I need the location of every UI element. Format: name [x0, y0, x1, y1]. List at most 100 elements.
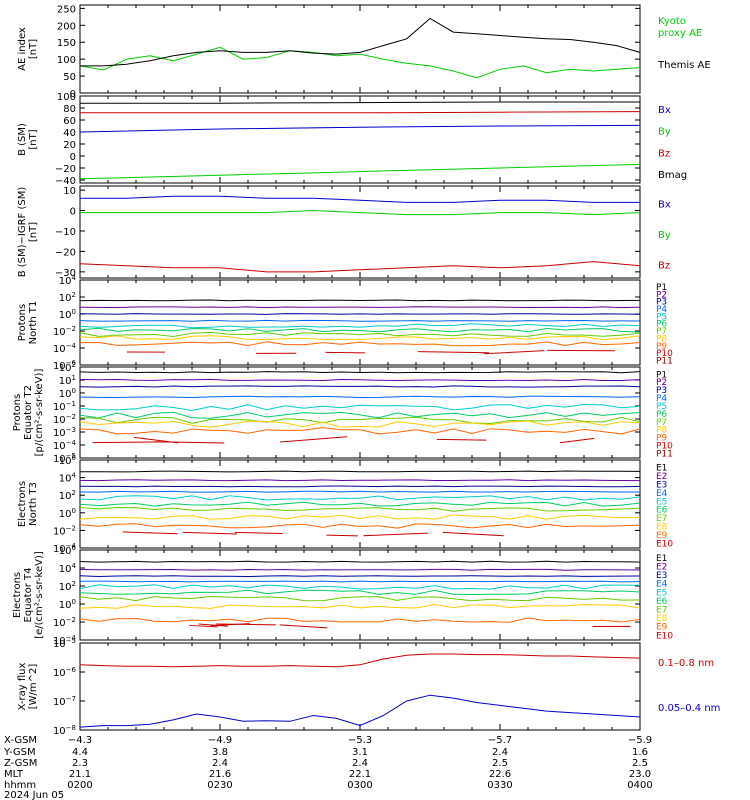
legend-pn1-P1: P1	[656, 283, 667, 293]
ylabel-pn1: North T1	[28, 301, 39, 345]
channel-line-en3-E10	[182, 531, 237, 535]
ylabel-pe2: [p/(cm²-s-sr-keV)]	[34, 369, 45, 457]
axis-tick-label: 4.4	[72, 747, 88, 758]
legend-pe2-P4: P4	[656, 394, 667, 404]
channel-line-pe2-P10	[436, 438, 487, 441]
legend-ee4-E2: E2	[656, 562, 667, 572]
ytick-label-pe2: 101	[59, 374, 76, 387]
channel-line-en3-E2	[79, 479, 641, 482]
axis-tick-label: −5.9	[628, 735, 652, 746]
legend-pe2-P6: P6	[656, 410, 667, 420]
legend-ee4-E6: E6	[656, 597, 668, 607]
legend-pe2-P8: P8	[656, 426, 667, 436]
channel-line-pe2-P10	[280, 436, 348, 443]
legend-pe2-P3: P3	[656, 386, 667, 396]
channel-line-ee4-E6	[79, 589, 641, 596]
ylabel-xray: X-ray flux	[17, 662, 28, 710]
ytick-label-bsm: −40	[55, 176, 76, 187]
legend-en3-E8: E8	[656, 523, 668, 533]
channel-line-pe2-P2	[79, 378, 641, 382]
ytick-label-bigrf: 0	[70, 207, 76, 218]
channel-line-pn1-P5	[79, 323, 641, 329]
legend-pn1-P4: P4	[656, 305, 667, 315]
legend-en3-E5: E5	[656, 497, 667, 507]
axis-tick-label: 3.1	[352, 747, 368, 758]
legend-ee4-E10: E10	[656, 631, 673, 641]
legend-ae-0: Kyoto	[658, 16, 686, 27]
legend-en3-E10: E10	[656, 539, 673, 549]
ytick-label-bsm: 60	[63, 116, 76, 127]
ytick-label-ee4: 10−2	[53, 616, 76, 629]
channel-line-pn1-P6	[79, 327, 641, 333]
ytick-label-bsm: 100	[57, 92, 76, 103]
channel-line-en3-E3	[79, 485, 641, 488]
axis-tick-label: −5.3	[348, 735, 372, 746]
legend-en3-E9: E9	[656, 531, 668, 541]
channel-line-en3-E10	[234, 531, 283, 534]
ytick-label-bsm: 40	[63, 128, 76, 139]
axis-tick-label: −4.3	[68, 735, 92, 746]
ytick-label-ee4: 106	[59, 544, 77, 557]
series-line-bigrf-1	[80, 209, 641, 216]
ytick-label-ee4: 100	[59, 598, 76, 611]
legend-bigrf-2: Bz	[658, 261, 670, 272]
axis-row-label: Y-GSM	[3, 747, 36, 758]
ytick-label-en3: 106	[59, 454, 77, 467]
axis-tick-label: −5.7	[488, 735, 512, 746]
series-line-bsm-2	[80, 111, 641, 114]
ylabel-bigrf: B (SM)−IGRF (SM)	[17, 187, 28, 278]
axis-tick-label: 0230	[207, 780, 232, 791]
ytick-label-pe2: 10−4	[53, 439, 77, 452]
series-line-bigrf-2	[79, 261, 641, 273]
ytick-label-bigrf: −30	[55, 268, 76, 279]
channel-line-en3-E10	[326, 534, 358, 537]
channel-line-ee4-E10	[216, 623, 277, 626]
ytick-label-ee4: 102	[59, 580, 76, 593]
axis-row-label: hhmm	[4, 780, 36, 791]
ytick-label-pe2: 10−5	[53, 452, 76, 465]
channel-line-pe2-P4	[79, 395, 641, 399]
legend-ee4-E7: E7	[656, 605, 667, 615]
channel-line-ee4-E7	[79, 595, 641, 602]
channel-line-pe2-P1	[79, 371, 641, 374]
legend-ae-0: proxy AE	[658, 28, 702, 39]
ylabel-bsm: [nT]	[28, 129, 39, 149]
channel-line-pn1-P2	[79, 306, 641, 309]
ytick-label-bigrf: −20	[55, 247, 76, 258]
ytick-label-xray: 10−5	[53, 637, 76, 650]
legend-pn1-P11: P11	[656, 357, 673, 367]
axis-tick-label: 0200	[67, 780, 92, 791]
channel-line-pn1-P1	[79, 299, 641, 302]
ylabel-xray: [W/m^2]	[28, 664, 39, 710]
series-line-xray-0	[79, 653, 641, 668]
channel-line-en3-E7	[79, 506, 641, 512]
channel-line-ee4-E3	[79, 575, 641, 578]
ylabel-ee4: Equator T4	[23, 568, 34, 623]
channel-line-ee4-E10	[189, 624, 219, 628]
axis-tick-label: −4.9	[208, 735, 232, 746]
ytick-label-pn1: 10−6	[53, 359, 77, 372]
legend-en3-E1: E1	[656, 464, 667, 474]
legend-pn1-P8: P8	[656, 334, 667, 344]
ytick-label-ae: 150	[57, 38, 76, 49]
ytick-label-pe2: 100	[59, 387, 76, 400]
channel-line-pe2-P10	[559, 437, 595, 444]
axis-tick-label: 2.5	[492, 758, 508, 769]
legend-pn1-P7: P7	[656, 327, 667, 337]
channel-line-en3-E9	[79, 523, 641, 529]
channel-line-en3-E10	[122, 531, 178, 535]
ytick-label-pe2: 10−2	[53, 413, 76, 426]
channel-line-pn1-P9	[79, 341, 641, 347]
ylabel-ee4: Electrons	[12, 572, 23, 618]
ytick-label-xray: 10−7	[53, 695, 76, 708]
ytick-label-en3: 10−2	[53, 524, 76, 537]
series-line-bsm-0	[79, 124, 641, 133]
legend-en3-E7: E7	[656, 514, 667, 524]
ytick-label-ae: 100	[57, 55, 76, 66]
legend-bsm-3: Bmag	[658, 170, 687, 181]
legend-pn1-P6: P6	[656, 320, 667, 330]
axis-row-label: 2024 Jun 05	[4, 790, 64, 800]
legend-en3-E3: E3	[656, 481, 667, 491]
channel-line-en3-E5	[79, 495, 641, 501]
ylabel-pn1: Protons	[17, 304, 28, 341]
